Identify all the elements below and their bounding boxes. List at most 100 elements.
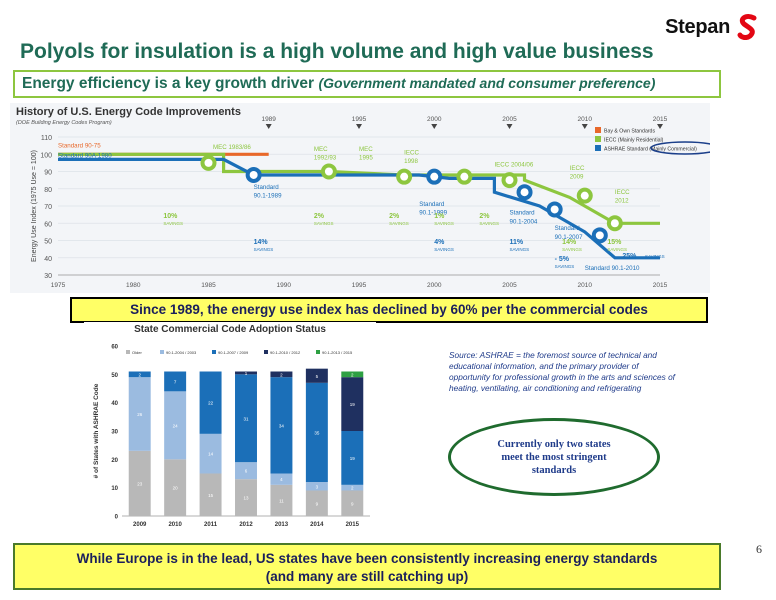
top-x-tick-label: 1995: [352, 116, 367, 123]
bar-category-label: 2011: [204, 522, 218, 528]
series-marker-center: [204, 158, 213, 167]
bar-segment-label: 4: [280, 477, 283, 482]
bar-segment-label: 31: [243, 416, 249, 421]
bar-segment-label: 9: [351, 501, 354, 506]
bar-segment: [128, 450, 151, 516]
top-x-tick-label: 2015: [653, 116, 668, 123]
bar-legend-label: 90.1-2010 / 2012: [270, 350, 301, 355]
savings-label: SAVINGS: [434, 247, 454, 252]
bar-category-label: 2013: [275, 522, 289, 528]
savings-label: SAVINGS: [479, 221, 499, 226]
bar-legend-label: Older: [132, 350, 142, 355]
bar-segment-label: 2: [351, 486, 354, 491]
code-label: 2012: [615, 198, 629, 205]
code-label: 90.1-2007: [555, 234, 583, 241]
bar-segment: [164, 391, 187, 460]
legend-swatch: [595, 136, 601, 142]
savings-value: 4%: [434, 239, 445, 246]
bar-segment: [164, 459, 187, 516]
bar-segment-label: 7: [174, 379, 177, 384]
bar-y-tick-label: 30: [111, 430, 118, 436]
bar-segment-label: 3: [316, 484, 319, 489]
y-tick-label: 70: [44, 204, 52, 211]
bar-segment: [235, 479, 257, 516]
bar-segment: [341, 431, 364, 485]
bar-legend-swatch: [160, 350, 164, 354]
series-marker-center: [550, 205, 559, 214]
bar-segment: [270, 371, 293, 378]
subtitle-paren: (Government mandated and consumer prefer…: [318, 75, 656, 91]
code-label: 2009: [570, 173, 584, 180]
bar-segment: [305, 482, 328, 491]
y-tick-label: 100: [40, 152, 52, 159]
bar-y-tick-label: 40: [111, 401, 118, 407]
series-marker-center: [610, 219, 619, 228]
bar-legend-swatch: [316, 350, 320, 354]
savings-label: SAVINGS: [434, 221, 454, 226]
x-tick-label: 1975: [51, 282, 66, 289]
y-tick-label: 50: [44, 239, 52, 246]
series-marker-center: [520, 188, 529, 197]
top-x-tick-label: 1989: [261, 116, 276, 123]
y-tick-label: 60: [44, 221, 52, 228]
source-note: Source: ASHRAE = the foremost source of …: [449, 350, 675, 393]
highlight-2-line1: While Europe is in the lead, US states h…: [76, 551, 658, 566]
code-label: 90.1-1999: [419, 210, 447, 217]
series-marker-center: [430, 172, 439, 181]
top-tick-arrow: [356, 124, 362, 129]
legend-label: ASHRAE Standard (Mainly Commercial): [604, 147, 697, 153]
code-label: Standard 90-75: [58, 142, 101, 149]
bar-segment-label: 2: [280, 372, 283, 377]
x-tick-label: 1980: [126, 282, 141, 289]
code-label: IECC: [615, 189, 630, 196]
state-adoption-chart: State Commercial Code Adoption Status 0 10…: [84, 322, 376, 540]
bar-segment-label: 24: [173, 423, 179, 428]
bar-segment: [199, 371, 222, 434]
y-tick-label: 40: [44, 256, 52, 263]
bar-segment: [235, 374, 257, 463]
legend-label: Bay & Own Standards: [604, 129, 655, 135]
code-label: MEC: [359, 146, 373, 153]
bar-segment: [199, 473, 222, 516]
savings-label: SAVINGS: [607, 247, 627, 252]
savings-value: 15%: [607, 239, 622, 246]
bar-segment: [128, 371, 151, 378]
series-marker-center: [505, 176, 514, 185]
bar-segment: [270, 377, 293, 474]
bar-category-label: 2015: [346, 522, 360, 528]
chart-title: History of U.S. Energy Code Improvements: [16, 106, 241, 118]
bar-category-label: 2012: [239, 522, 253, 528]
highlight-box-1: Since 1989, the energy use index has dec…: [70, 297, 708, 323]
code-label: 90.1-1989: [254, 192, 282, 199]
top-tick-arrow: [581, 124, 588, 129]
callout-oval: Currently only two states meet the most …: [448, 418, 660, 496]
bar-segment: [128, 377, 151, 451]
savings-value: 14%: [254, 239, 269, 246]
top-tick-arrow: [657, 124, 663, 129]
bar-segment-label: 20: [173, 486, 179, 491]
y-tick-label: 30: [44, 273, 52, 280]
code-label: 1998: [404, 158, 418, 165]
savings-label: SAVINGS: [562, 247, 582, 252]
savings-label: SAVINGS: [645, 254, 665, 259]
savings-value: 2%: [389, 213, 400, 220]
bar-segment-label: 13: [243, 496, 249, 501]
savings-value: 10%: [163, 213, 178, 220]
bar-segment-label: 6: [245, 469, 248, 474]
series-marker-center: [324, 167, 333, 176]
bar-segment: [270, 473, 293, 485]
top-tick-arrow: [506, 124, 513, 129]
bar-segment-label: 26: [137, 412, 143, 417]
bar-segment-label: 22: [208, 401, 214, 406]
bar-segment-label: 14: [208, 452, 214, 457]
savings-label: SAVINGS: [510, 247, 530, 252]
bar-segment: [341, 484, 364, 491]
bar-legend-label: 90.1-2004 / 2003: [166, 350, 197, 355]
top-x-tick-label: 2005: [502, 116, 517, 123]
stepan-logo: Stepan: [665, 14, 760, 40]
bar-segment: [305, 490, 328, 516]
bar-chart-title: State Commercial Code Adoption Status: [134, 324, 326, 335]
x-tick-label: 2010: [578, 282, 593, 289]
bar-segment-label: 23: [137, 481, 143, 486]
bar-legend-label: 90.1-2013 / 2015: [322, 350, 353, 355]
